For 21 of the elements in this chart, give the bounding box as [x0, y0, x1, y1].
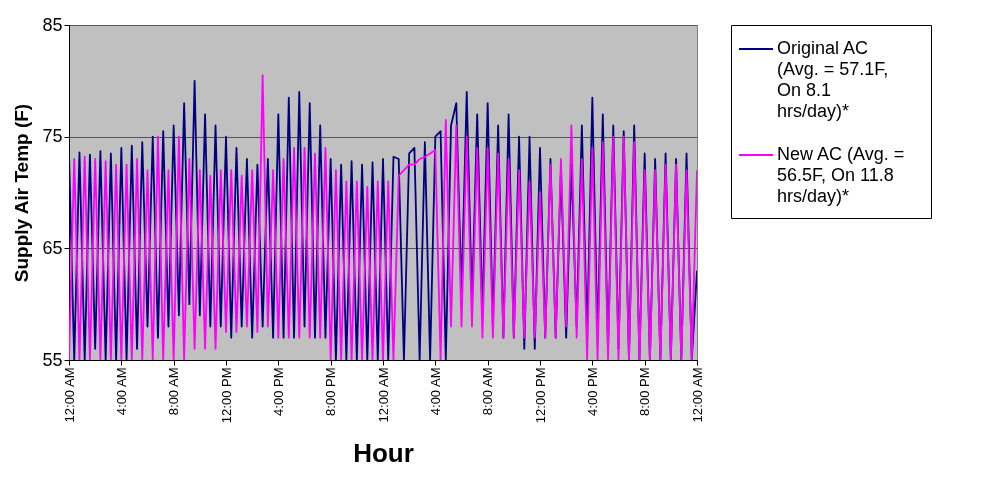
x-tick-label: 8:00 AM [166, 367, 182, 416]
x-tick-label: 4:00 PM [270, 367, 286, 416]
x-tick-label: 12:00 AM [375, 367, 391, 423]
x-tick-label: 4:00 AM [113, 367, 129, 416]
legend-label: New AC (Avg. = 56.5F, On 11.8 hrs/day)* [777, 144, 905, 206]
x-tick-label: 12:00 PM [218, 367, 234, 424]
x-tick-label: 12:00 AM [61, 367, 77, 423]
y-tick-label: 85 [42, 14, 63, 35]
y-tick-label: 75 [42, 126, 63, 147]
x-tick-label: 12:00 PM [532, 367, 548, 424]
y-axis-title: Supply Air Temp (F) [11, 103, 33, 283]
legend-label: Original AC (Avg. = 57.1F, On 8.1 hrs/day)* [777, 38, 889, 121]
x-tick-label: 8:00 PM [323, 367, 339, 416]
x-tick-label: 12:00 AM [689, 367, 705, 423]
y-tick-label: 55 [42, 349, 63, 370]
x-axis-title: Hour [353, 438, 414, 469]
x-tick-label: 8:00 AM [480, 367, 496, 416]
x-tick-label: 4:00 AM [427, 367, 443, 416]
y-tick-label: 65 [42, 237, 63, 258]
x-tick-label: 4:00 PM [584, 367, 600, 416]
x-tick-label: 8:00 PM [637, 367, 653, 416]
